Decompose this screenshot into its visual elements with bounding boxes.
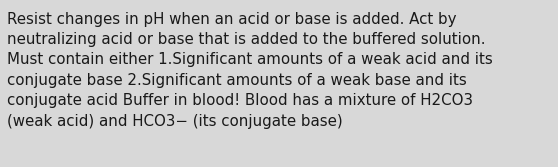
Text: Resist changes in pH when an acid or base is added. Act by
neutralizing acid or : Resist changes in pH when an acid or bas… (7, 12, 493, 129)
